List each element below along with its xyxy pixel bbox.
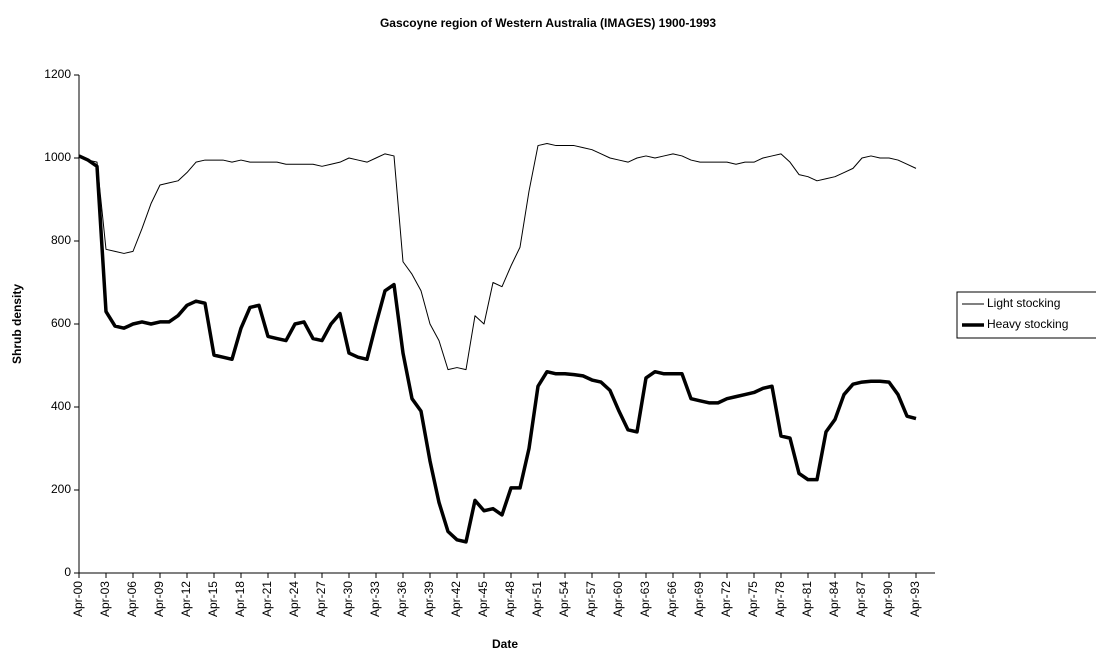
x-tick-label: Apr-24 (287, 581, 301, 617)
x-tick-label: Apr-42 (449, 581, 463, 617)
chart-title: Gascoyne region of Western Australia (IM… (380, 16, 716, 30)
x-tick-label: Apr-39 (422, 581, 436, 617)
x-tick-label: Apr-45 (476, 581, 490, 617)
x-tick-label: Apr-87 (854, 581, 868, 617)
x-tick-label: Apr-18 (233, 581, 247, 617)
y-axis-label: Shrub density (10, 284, 24, 364)
y-tick-label: 200 (51, 482, 71, 496)
y-tick-label: 0 (64, 565, 71, 579)
x-tick-label: Apr-00 (71, 581, 85, 617)
x-tick-label: Apr-81 (800, 581, 814, 617)
x-tick-label: Apr-66 (665, 581, 679, 617)
x-tick-label: Apr-12 (179, 581, 193, 617)
x-tick-label: Apr-60 (611, 581, 625, 617)
y-tick-label: 600 (51, 316, 71, 330)
x-tick-label: Apr-06 (125, 581, 139, 617)
series-line (78, 142, 917, 371)
y-tick-label: 1200 (44, 67, 71, 81)
x-tick-label: Apr-75 (746, 581, 760, 617)
legend-box (956, 291, 1096, 339)
x-tick-label: Apr-57 (584, 581, 598, 617)
x-tick-label: Apr-15 (206, 581, 220, 617)
x-tick-label: Apr-90 (881, 581, 895, 617)
x-tick-label: Apr-54 (557, 581, 571, 617)
x-tick-label: Apr-36 (395, 581, 409, 617)
x-tick-label: Apr-72 (719, 581, 733, 617)
x-tick-label: Apr-69 (692, 581, 706, 617)
legend-label: Heavy stocking (987, 317, 1068, 331)
x-tick-label: Apr-09 (152, 581, 166, 617)
x-tick-label: Apr-30 (341, 581, 355, 617)
y-tick-label: 1000 (44, 150, 71, 164)
x-tick-label: Apr-21 (260, 581, 274, 617)
x-tick-label: Apr-48 (503, 581, 517, 617)
x-tick-label: Apr-03 (98, 581, 112, 617)
legend-label: Light stocking (987, 296, 1060, 310)
y-tick-label: 800 (51, 233, 71, 247)
x-tick-label: Apr-51 (530, 581, 544, 617)
y-tick-label: 400 (51, 399, 71, 413)
x-tick-label: Apr-84 (827, 581, 841, 617)
x-tick-label: Apr-78 (773, 581, 787, 617)
x-tick-label: Apr-33 (368, 581, 382, 617)
x-tick-label: Apr-27 (314, 581, 328, 617)
x-tick-label: Apr-63 (638, 581, 652, 617)
x-axis-label: Date (492, 637, 518, 651)
series-line (78, 154, 917, 544)
x-tick-label: Apr-93 (908, 581, 922, 617)
